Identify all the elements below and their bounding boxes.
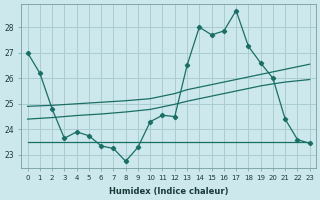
X-axis label: Humidex (Indice chaleur): Humidex (Indice chaleur) xyxy=(109,187,228,196)
